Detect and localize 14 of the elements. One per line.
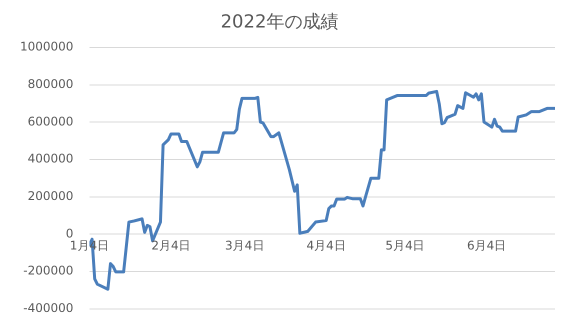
x-tick-label: 2月4日 <box>151 238 191 252</box>
x-tick-label: 5月4日 <box>385 238 425 252</box>
x-tick-label: 4月4日 <box>306 238 346 252</box>
y-tick-label: 800000 <box>28 77 74 92</box>
y-tick-label: -400000 <box>23 300 74 315</box>
y-tick-label: 600000 <box>28 114 74 128</box>
x-tick-label: 3月4日 <box>224 238 264 252</box>
chart-title: 2022年の成績 <box>220 11 338 32</box>
y-tick-label: -200000 <box>23 264 74 278</box>
x-tick-label: 6月4日 <box>466 238 506 252</box>
y-tick-label: 1000000 <box>20 40 74 54</box>
y-tick-label: 400000 <box>28 152 74 166</box>
y-tick-label: 0 <box>66 226 74 240</box>
y-tick-label: 200000 <box>28 188 74 203</box>
